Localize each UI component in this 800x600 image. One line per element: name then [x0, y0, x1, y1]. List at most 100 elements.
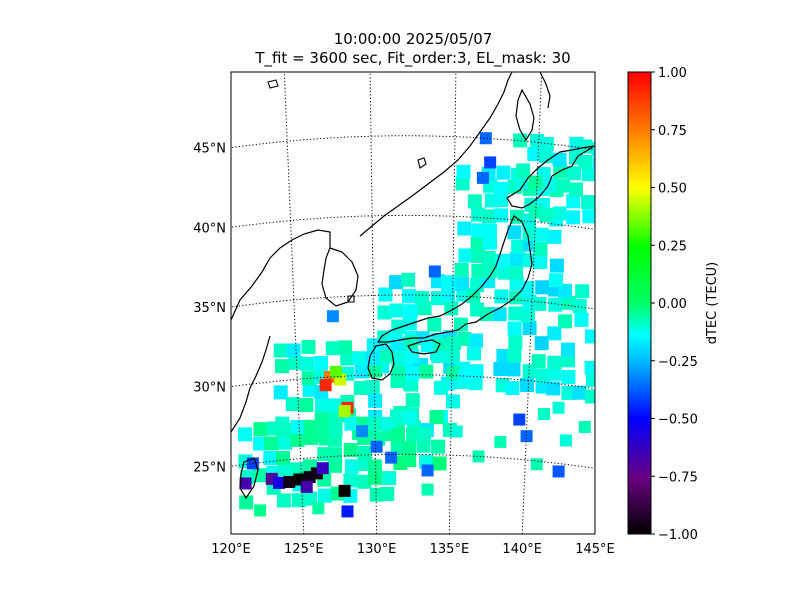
dtec-cell	[382, 471, 397, 486]
dtec-cell	[533, 241, 548, 256]
dtec-cell	[496, 349, 511, 364]
chart-title: 10:00:00 2025/05/07	[333, 30, 493, 48]
dtec-cell	[446, 336, 461, 351]
dtec-cell	[552, 401, 565, 414]
dtec-cell	[513, 133, 528, 148]
dtec-cell	[509, 290, 524, 305]
dtec-cell	[325, 341, 340, 356]
dtec-cell	[326, 398, 341, 413]
dtec-cell	[497, 265, 512, 280]
dtec-cell	[574, 312, 589, 327]
lat-tick-label: 45°N	[193, 142, 226, 157]
dtec-cell	[457, 221, 472, 236]
graticule	[231, 72, 595, 534]
dtec-cell	[319, 379, 332, 392]
dtec-cell	[520, 378, 535, 393]
dtec-cell	[470, 237, 485, 252]
dtec-cell	[315, 397, 330, 412]
dtec-cell	[317, 488, 332, 503]
dtec-cell	[405, 393, 420, 408]
dtec-cell	[585, 372, 595, 387]
dtec-cell	[291, 493, 306, 508]
dtec-cell	[380, 486, 395, 501]
dtec-cell	[575, 284, 590, 299]
dtec-cell	[528, 175, 543, 190]
dtec-cell	[253, 436, 268, 451]
dtec-cell	[561, 385, 576, 400]
dtec-cell	[548, 273, 563, 288]
dtec-cell	[516, 163, 531, 178]
dtec-cell	[338, 340, 353, 355]
dtec-cell	[302, 382, 317, 397]
meridian-line	[594, 526, 595, 534]
dtec-cell	[483, 263, 498, 278]
longitude-ticks: 120°E 125°E 130°E 135°E 140°E 145°E	[211, 542, 615, 557]
dtec-cell	[304, 430, 319, 445]
dtec-cell	[290, 432, 305, 447]
dtec-cell	[367, 363, 382, 378]
dtec-cell	[445, 349, 460, 364]
dtec-cell	[513, 175, 528, 190]
dtec-cell	[428, 265, 441, 278]
dtec-cell	[314, 355, 329, 370]
dtec-cell	[471, 223, 486, 238]
colorbar-tick-label: 0.00	[658, 297, 687, 312]
dtec-cell	[389, 303, 404, 318]
dtec-cell	[421, 483, 434, 496]
dtec-cell	[471, 263, 486, 278]
dtec-cell	[453, 317, 468, 332]
parallel-line	[231, 374, 595, 390]
dtec-cell	[549, 258, 564, 273]
dtec-cell	[584, 360, 595, 375]
dtec-cell	[380, 349, 395, 364]
dtec-cell	[283, 475, 296, 488]
dtec-cell	[527, 147, 542, 162]
dtec-cell	[385, 451, 398, 464]
dtec-cell	[390, 428, 405, 443]
dtec-cell	[530, 458, 543, 471]
dtec-cell	[327, 447, 342, 462]
dtec-cell	[377, 305, 392, 320]
dtec-cell	[520, 280, 535, 295]
dtec-cell	[276, 422, 291, 437]
parallel-line	[231, 453, 595, 469]
dtec-cell	[434, 380, 449, 395]
dtec-cell	[578, 421, 591, 434]
dtec-cell	[456, 164, 471, 179]
dtec-cell	[467, 194, 482, 209]
dtec-cell	[520, 430, 533, 443]
dtec-cell	[378, 287, 393, 302]
dtec-cell	[273, 476, 286, 489]
dtec-cell	[494, 193, 509, 208]
dtec-cell	[440, 275, 455, 290]
dtec-cell	[328, 416, 343, 431]
dtec-cell	[559, 434, 572, 447]
dtec-cell	[402, 440, 417, 455]
colorbar-label: dTEC (TECU)	[705, 262, 720, 345]
dtec-cell	[431, 439, 446, 454]
dtec-cell	[572, 385, 587, 400]
dtec-cell	[494, 208, 509, 223]
dtec-cell	[507, 321, 522, 336]
dtec-cell	[522, 321, 537, 336]
lon-tick-label: 130°E	[357, 542, 397, 557]
dtec-cell	[365, 351, 380, 366]
dtec-cell	[561, 353, 576, 368]
dtec-cell	[357, 445, 372, 460]
lat-tick-label: 35°N	[193, 301, 226, 316]
coastline-honshu	[376, 215, 533, 343]
dtec-cell	[432, 456, 447, 471]
dtec-cell	[552, 465, 565, 478]
coastline-islands	[267, 79, 427, 303]
dtec-cell	[552, 152, 567, 167]
dtec-cell	[472, 450, 485, 463]
dtec-cell	[458, 248, 473, 263]
dtec-cell	[370, 440, 383, 453]
dtec-cell	[352, 351, 367, 366]
dtec-cell	[561, 370, 576, 385]
dtec-cell	[316, 462, 329, 475]
dtec-cell	[548, 297, 563, 312]
dtec-cell	[285, 397, 300, 412]
dtec-cell	[368, 470, 383, 485]
dtec-cell	[471, 207, 486, 222]
